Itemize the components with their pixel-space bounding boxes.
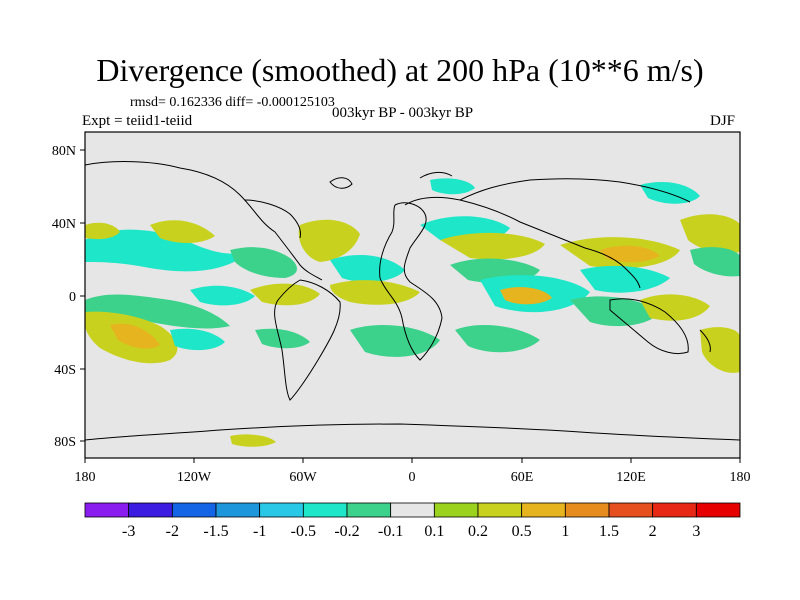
lat-label: 80S (54, 435, 76, 450)
contour-region (150, 220, 215, 243)
colorbar-swatch (346, 502, 392, 518)
colorbar-swatch (171, 502, 217, 518)
contour-region (500, 287, 552, 305)
colorbar-swatch (215, 502, 261, 518)
colorbar-swatch (259, 502, 304, 518)
period-label: 003kyr BP - 003kyr BP (332, 105, 474, 121)
contour-region (170, 328, 225, 351)
lon-label: 120W (177, 470, 212, 485)
lon-label: 60E (511, 470, 534, 485)
stats-line: rmsd= 0.162336 diff= -0.000125103 (130, 95, 335, 110)
lat-label: 40N (52, 217, 76, 232)
coastline (329, 177, 353, 189)
colorbar-labels: -3 -2 -1.5 -1 -0.5 -0.2 -0.1 0.1 0.2 0.5 1 1.5 2 3 (122, 523, 700, 540)
contour-region (680, 214, 740, 254)
contour-region (700, 327, 740, 373)
contour-region (580, 265, 670, 293)
contour-region (690, 247, 740, 277)
colorbar-swatch (521, 502, 566, 518)
contour-region (255, 328, 310, 349)
coastlines (85, 161, 740, 441)
experiment-label: Expt = teiid1-teiid (82, 113, 193, 129)
contour-region (350, 325, 440, 357)
contour-region (190, 285, 255, 306)
coastline (85, 161, 323, 281)
contour-region (430, 178, 475, 195)
colorbar-swatch (652, 502, 697, 518)
contour-region (455, 325, 540, 353)
contour-region (330, 280, 420, 305)
colorbar-swatch (84, 502, 130, 518)
contour-region (330, 255, 405, 283)
lat-label: 80N (52, 144, 76, 159)
divergence-contours (85, 178, 740, 447)
coastline (85, 423, 740, 441)
contour-region (230, 247, 297, 278)
coastline (379, 202, 443, 361)
colorbar-label: -0.2 (334, 523, 359, 540)
colorbar-label: -0.5 (291, 523, 316, 540)
contour-region (85, 222, 120, 240)
contour-region (110, 323, 160, 349)
lon-labels: 180 120W 60W 0 60E 120E 180 (75, 470, 751, 485)
lon-ticks (84, 458, 741, 463)
coastline (699, 329, 711, 353)
colorbar-label: 2 (649, 523, 657, 540)
colorbar-label: -1 (253, 523, 266, 540)
contour-region (230, 434, 276, 447)
season-label: DJF (710, 113, 736, 129)
colorbar-swatch (433, 502, 479, 518)
lat-labels: 80N 40N 0 40S 80S (52, 144, 76, 450)
colorbar-label: 1.5 (599, 523, 619, 540)
coastline (274, 279, 341, 401)
contour-region (298, 219, 360, 262)
contour-region (640, 182, 700, 204)
contour-region (570, 296, 660, 327)
colorbar-label: 0.2 (468, 523, 488, 540)
coastline (419, 171, 453, 179)
colorbar-label: 3 (692, 523, 700, 540)
colorbar-label: -2 (166, 523, 179, 540)
colorbar-label: -0.1 (378, 523, 403, 540)
coastline (404, 196, 641, 289)
lon-label: 120E (616, 470, 646, 485)
coastline (244, 199, 301, 239)
colorbar-swatch (564, 502, 610, 518)
colorbar-swatch (477, 502, 523, 518)
colorbar-swatch (695, 502, 741, 518)
colorbar (84, 502, 741, 518)
lon-label: 180 (730, 470, 751, 485)
contour-region (640, 294, 710, 321)
colorbar-label: 1 (561, 523, 569, 540)
contour-region (440, 232, 545, 260)
contour-region (85, 294, 230, 329)
coastline (459, 178, 691, 203)
colorbar-swatch (302, 502, 348, 518)
colorbar-label: 0.5 (512, 523, 532, 540)
lat-label: 0 (69, 290, 76, 305)
lat-label: 40S (54, 363, 76, 378)
contour-region (600, 245, 660, 263)
plot-title: Divergence (smoothed) at 200 hPa (10**6 … (96, 52, 704, 88)
lat-ticks (80, 149, 85, 442)
colorbar-label: 0.1 (424, 523, 444, 540)
lon-label: 180 (75, 470, 96, 485)
colorbar-swatch (608, 502, 654, 518)
lon-label: 60W (289, 470, 317, 485)
coastline (609, 298, 689, 355)
colorbar-swatch (390, 502, 435, 518)
contour-region (85, 229, 250, 272)
lon-label: 0 (409, 470, 416, 485)
colorbar-swatch (128, 502, 173, 518)
colorbar-label: -1.5 (203, 523, 228, 540)
colorbar-label: -3 (122, 523, 135, 540)
contour-region (250, 283, 320, 306)
